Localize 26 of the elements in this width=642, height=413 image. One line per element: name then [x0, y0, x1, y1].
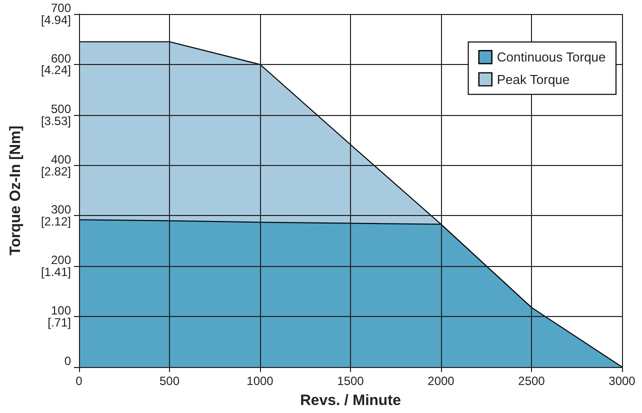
x-tick-label: 0	[76, 374, 83, 388]
x-tick-label: 500	[159, 374, 180, 388]
y2-axis-title: Torque Oz-In [Nm]	[7, 126, 24, 256]
x-tick-label: 3000	[608, 374, 636, 388]
y-tick-label: 500	[50, 102, 72, 116]
y2-tick-label: [4.94]	[40, 13, 71, 27]
x-axis-title: Revs. / Minute	[300, 392, 401, 409]
y2-tick-label: [.71]	[48, 315, 71, 330]
y-tick-label: 0	[64, 354, 72, 368]
x-tick-label: 1000	[246, 374, 274, 388]
y-tick-label: 400	[50, 152, 72, 166]
y-tick-label: 700	[50, 1, 72, 15]
x-tick-label: 2500	[518, 374, 546, 388]
y2-tick-label: [2.12]	[40, 214, 71, 229]
legend-label: Continuous Torque	[496, 50, 606, 65]
y-tick-label: 300	[50, 202, 72, 217]
legend-label: Peak Torque	[496, 72, 570, 87]
y2-tick-label: [3.53]	[40, 114, 71, 128]
y-tick-label: 600	[50, 51, 72, 66]
x-tick-label: 1500	[337, 374, 364, 388]
y2-tick-label: [1.41]	[40, 265, 71, 280]
y-tick-label: 100	[50, 304, 72, 318]
y-tick-label: 200	[50, 253, 72, 268]
y2-tick-label: [2.82]	[40, 164, 71, 178]
y2-tick-label: [4.24]	[40, 63, 71, 78]
x-tick-label: 2000	[428, 374, 455, 388]
